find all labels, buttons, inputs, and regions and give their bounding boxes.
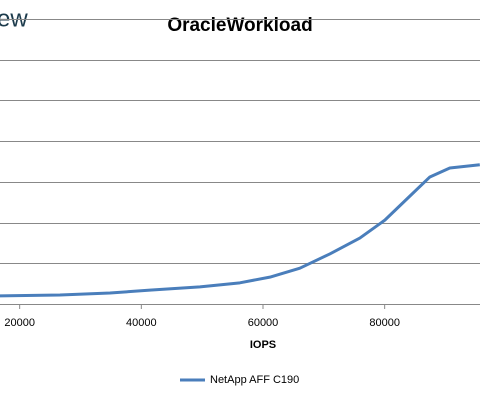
chart-title: OracleWorkload (167, 15, 312, 36)
x-tick-label: 40000 (126, 317, 157, 329)
x-tick-label: 60000 (248, 317, 279, 329)
legend-label: NetApp AFF C190 (210, 374, 299, 386)
x-tick-label: 20000 (4, 317, 35, 329)
x-tick-label: 80000 (369, 317, 400, 329)
logo: ew (0, 5, 28, 32)
line (0, 163, 480, 298)
x-axis-label: IOPS (250, 339, 276, 351)
